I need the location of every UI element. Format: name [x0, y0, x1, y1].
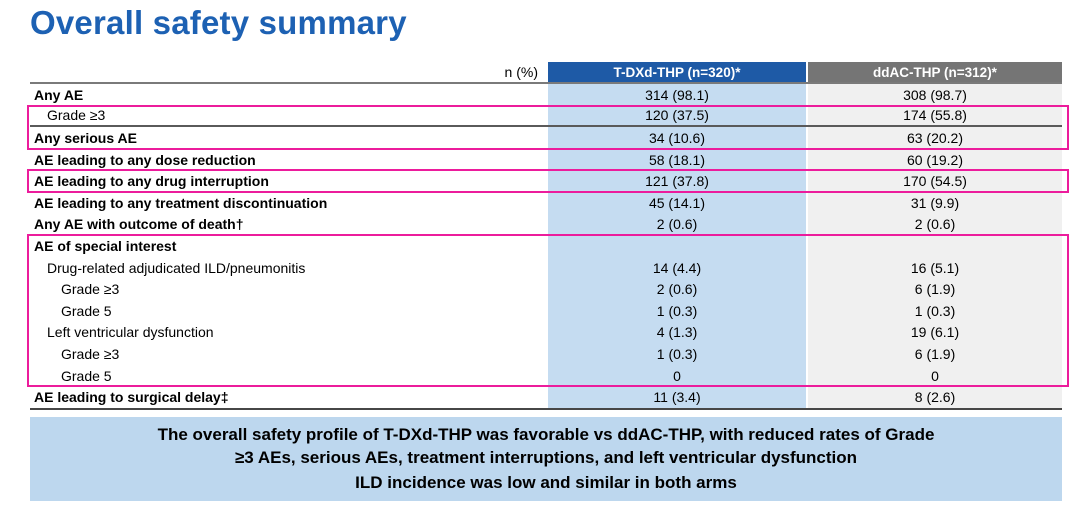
table-row-lv-dysfunction: Left ventricular dysfunction 4 (1.3) 19 … [30, 321, 1062, 344]
tdxd-value: 14 (4.4) [548, 256, 806, 279]
ddac-value: 308 (98.7) [808, 84, 1062, 106]
ddac-value: 0 [808, 364, 1062, 387]
tdxd-value: 121 (37.8) [548, 170, 806, 192]
tdxd-value: 2 (0.6) [548, 278, 806, 300]
table-row-death: Any AE with outcome of death† 2 (0.6) 2 … [30, 213, 1062, 236]
row-label: Left ventricular dysfunction [47, 324, 214, 341]
safety-summary-table: n (%) T-DXd-THP (n=320)* ddAC-THP (n=312… [27, 62, 1069, 410]
page-title: Overall safety summary [30, 4, 407, 41]
row-label: Any serious AE [34, 129, 137, 146]
tdxd-value: 45 (14.1) [548, 191, 806, 214]
table-row-special-interest: AE of special interest [30, 235, 1062, 257]
ddac-value: 31 (9.9) [808, 191, 1062, 214]
row-label: Grade 5 [61, 302, 112, 319]
row-label: AE leading to any treatment discontinuat… [34, 194, 328, 211]
callout-text-main: The overall safety profile of T-DXd-THP … [157, 425, 935, 467]
table-row-grade3: Grade ≥3 120 (37.5) 174 (55.8) [30, 105, 1062, 128]
ddac-value: 19 (6.1) [808, 321, 1062, 344]
row-group: AE leading to any treatment discontinuat… [30, 191, 1062, 236]
unit-label: n (%) [504, 64, 538, 80]
table-row-discontinuation: AE leading to any treatment discontinuat… [30, 191, 1062, 214]
table-header-row: n (%) T-DXd-THP (n=320)* ddAC-THP (n=312… [30, 62, 1062, 84]
column-header-tdxd: T-DXd-THP (n=320)* [548, 62, 806, 82]
tdxd-value: 1 (0.3) [548, 299, 806, 322]
ddac-value: 60 (19.2) [808, 148, 1062, 171]
table-row-any-serious-ae: Any serious AE 34 (10.6) 63 (20.2) [30, 127, 1062, 149]
table-row-lv-grade5: Grade 5 0 0 [30, 364, 1062, 387]
tdxd-value: 2 (0.6) [548, 213, 806, 236]
row-label: Any AE [34, 86, 84, 103]
row-label: Grade 5 [61, 367, 112, 384]
row-label: Grade ≥3 [47, 107, 106, 124]
table-row-any-ae: Any AE 314 (98.1) 308 (98.7) [30, 84, 1062, 106]
highlighted-row-group-interruption: AE leading to any drug interruption 121 … [27, 169, 1069, 193]
table-row-drug-interruption: AE leading to any drug interruption 121 … [30, 170, 1062, 192]
table-row-surgical-delay: AE leading to surgical delay‡ 11 (3.4) 8… [30, 386, 1062, 408]
tdxd-value: 4 (1.3) [548, 321, 806, 344]
row-label: AE of special interest [34, 237, 177, 254]
ddac-value: 170 (54.5) [808, 170, 1062, 192]
tdxd-value: 58 (18.1) [548, 148, 806, 171]
summary-callout: The overall safety profile of T-DXd-THP … [30, 417, 1062, 501]
row-group: AE leading to surgical delay‡ 11 (3.4) 8… [30, 386, 1062, 408]
ddac-value: 6 (1.9) [808, 343, 1062, 365]
tdxd-value: 34 (10.6) [548, 127, 806, 149]
tdxd-value: 314 (98.1) [548, 84, 806, 106]
row-label: AE leading to surgical delay‡ [34, 389, 229, 406]
table-row-ild-grade3: Grade ≥3 2 (0.6) 6 (1.9) [30, 278, 1062, 300]
highlighted-row-group-special-interest: AE of special interest Drug-related adju… [27, 234, 1069, 388]
ddac-value: 16 (5.1) [808, 256, 1062, 279]
ddac-value: 2 (0.6) [808, 213, 1062, 236]
ddac-value: 8 (2.6) [808, 386, 1062, 408]
row-label: Grade ≥3 [61, 345, 120, 362]
row-label: AE leading to any dose reduction [34, 151, 256, 168]
ddac-value: 63 (20.2) [808, 127, 1062, 149]
tdxd-value: 120 (37.5) [548, 105, 806, 126]
table-row-lv-grade3: Grade ≥3 1 (0.3) 6 (1.9) [30, 343, 1062, 365]
ddac-value: 6 (1.9) [808, 278, 1062, 300]
row-group: Any AE 314 (98.1) 308 (98.7) [30, 84, 1062, 106]
tdxd-value [548, 235, 806, 257]
table-row-ild-grade5: Grade 5 1 (0.3) 1 (0.3) [30, 299, 1062, 322]
column-header-ddac: ddAC-THP (n=312)* [808, 62, 1062, 82]
tdxd-value: 1 (0.3) [548, 343, 806, 365]
tdxd-value: 11 (3.4) [548, 386, 806, 408]
ddac-value: 1 (0.3) [808, 299, 1062, 322]
row-label: Drug-related adjudicated ILD/pneumonitis [47, 259, 306, 276]
table-row-dose-reduction: AE leading to any dose reduction 58 (18.… [30, 148, 1062, 171]
tdxd-value: 0 [548, 364, 806, 387]
ddac-value [808, 235, 1062, 257]
row-label: Any AE with outcome of death† [34, 216, 244, 233]
ddac-value: 174 (55.8) [808, 105, 1062, 126]
table-bottom-rule [30, 407, 1062, 410]
row-label: Grade ≥3 [61, 281, 120, 298]
callout-text-sub: ILD incidence was low and similar in bot… [355, 473, 737, 493]
highlighted-row-group-grade3-serious: Grade ≥3 120 (37.5) 174 (55.8) Any serio… [27, 104, 1069, 150]
row-label: AE leading to any drug interruption [34, 173, 269, 190]
row-group: AE leading to any dose reduction 58 (18.… [30, 148, 1062, 171]
table-row-ild-pneumonitis: Drug-related adjudicated ILD/pneumonitis… [30, 256, 1062, 279]
